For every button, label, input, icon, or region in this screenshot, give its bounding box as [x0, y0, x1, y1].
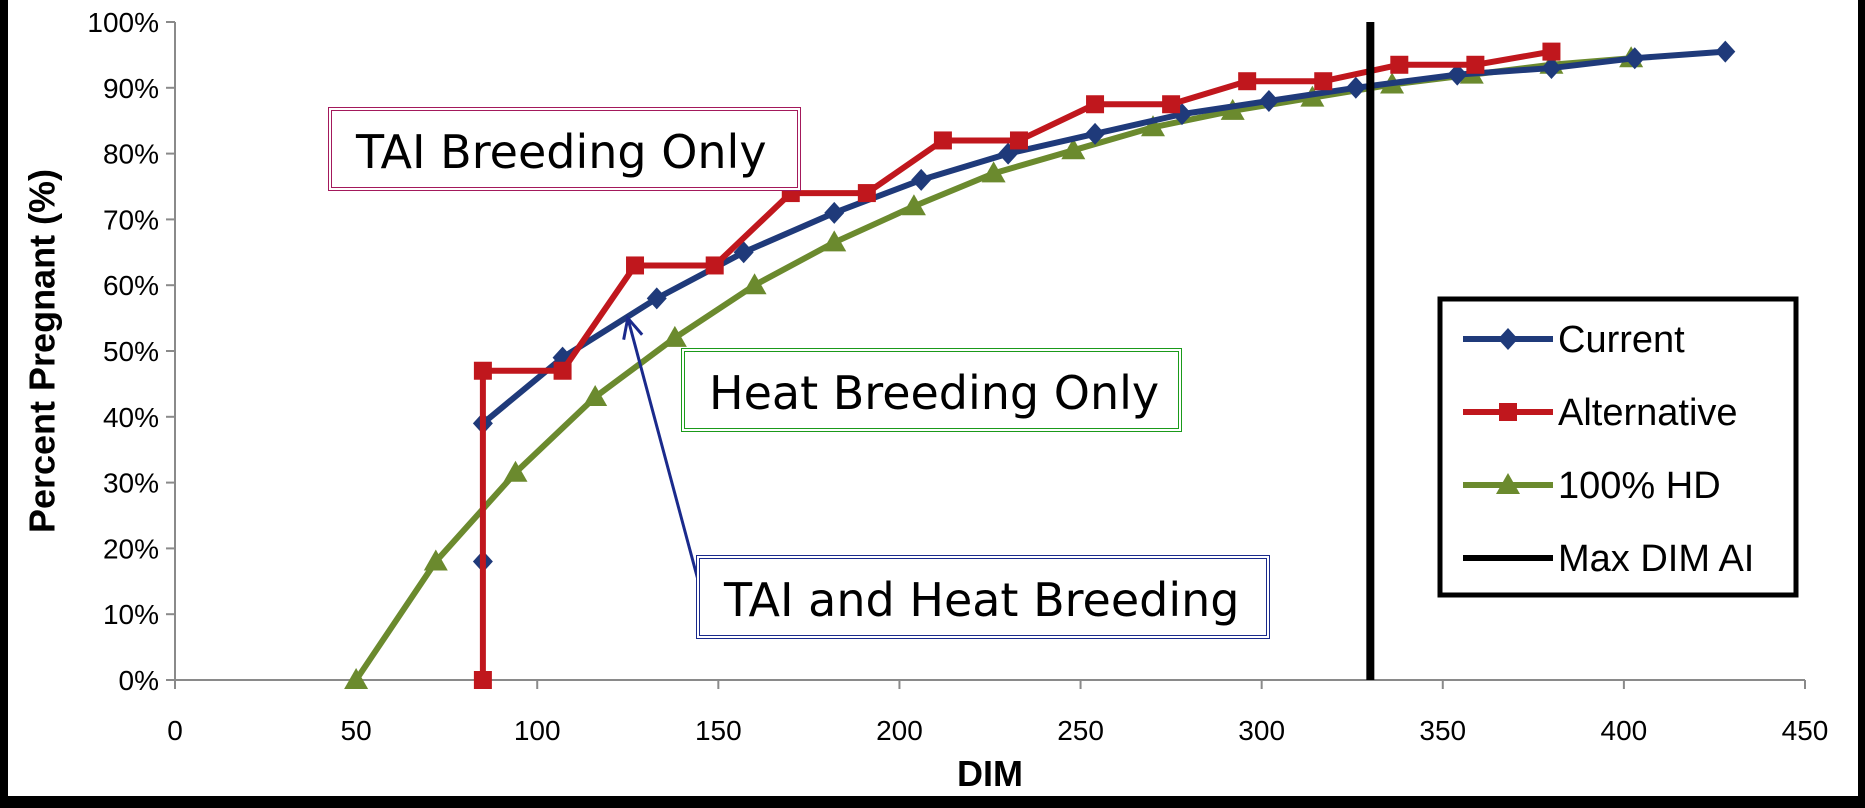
data-point-alternative	[1390, 55, 1409, 74]
legend-item-max-dim-ai: Max DIM AI	[1463, 538, 1754, 580]
data-point-current	[1258, 89, 1279, 112]
legend-box	[1437, 296, 1799, 598]
x-tick-label: 450	[1782, 715, 1829, 746]
data-point-alternative	[705, 256, 724, 275]
y-tick-label: 60%	[103, 270, 159, 301]
y-tick-label: 80%	[103, 139, 159, 170]
y-tick-label: 40%	[103, 402, 159, 433]
data-point-alternative	[1086, 95, 1105, 114]
x-tick-label: 300	[1238, 715, 1285, 746]
line-chart: 0% 10% 20% 30% 40% 50% 60% 70% 80% 90% 100% 0 50 100 1…	[22, 7, 1829, 794]
x-tick-label: 0	[167, 715, 183, 746]
y-tick-label: 100%	[87, 7, 159, 38]
callout-tai-and-heat-breeding: TAI and Heat Breeding	[696, 555, 1270, 639]
legend-item-current: Current	[1463, 319, 1685, 361]
data-point-alternative	[1466, 55, 1485, 74]
data-point-100-hd	[901, 194, 926, 216]
series-current	[472, 40, 1736, 573]
data-point-100-hd	[1061, 138, 1086, 160]
legend-marker-100-hd	[1496, 473, 1520, 494]
data-point-current	[646, 287, 667, 310]
data-point-100-hd	[662, 325, 687, 347]
y-tick-label: 30%	[103, 468, 159, 499]
legend-marker-alternative	[1499, 403, 1517, 421]
chart-panel: 0% 10% 20% 30% 40% 50% 60% 70% 80% 90% 100% 0 50 100 1…	[8, 0, 1858, 796]
data-point-alternative	[626, 256, 645, 275]
series-layer	[344, 22, 1736, 689]
data-point-100-hd	[583, 385, 608, 407]
legend-marker-current	[1498, 328, 1518, 350]
axes: 0% 10% 20% 30% 40% 50% 60% 70% 80% 90% 100% 0 50 100 1…	[87, 7, 1828, 746]
data-point-current	[1447, 63, 1468, 86]
data-point-100-hd	[822, 230, 847, 252]
data-point-alternative	[1009, 131, 1028, 150]
callout-tai-breeding-only: TAI Breeding Only	[328, 107, 801, 191]
legend: Current Alternative 100% HD Max DIM AI	[1437, 296, 1799, 598]
data-point-alternative	[1542, 42, 1561, 61]
x-tick-label: 400	[1601, 715, 1648, 746]
data-point-alternative	[553, 361, 572, 380]
data-point-100-hd	[344, 668, 369, 689]
data-point-100-hd	[1141, 115, 1165, 137]
y-tick-label: 10%	[103, 599, 159, 630]
data-point-current	[733, 241, 754, 264]
data-point-current	[911, 168, 932, 191]
annotation-arrows	[622, 314, 700, 581]
legend-label: 100% HD	[1558, 465, 1721, 507]
data-point-current	[1715, 40, 1736, 63]
data-point-100-hd	[423, 549, 448, 571]
x-axis-title: DIM	[957, 753, 1023, 794]
legend-item-100-hd: 100% HD	[1463, 465, 1721, 507]
annotation-arrow	[622, 314, 700, 581]
data-point-alternative	[857, 184, 876, 203]
data-point-current	[1624, 47, 1645, 70]
data-point-alternative	[1162, 95, 1181, 114]
legend-label: Max DIM AI	[1558, 538, 1754, 580]
data-point-alternative	[933, 131, 952, 150]
data-point-current	[824, 201, 845, 224]
data-point-100-hd	[981, 161, 1006, 183]
x-tick-label: 350	[1419, 715, 1466, 746]
data-point-100-hd	[742, 273, 767, 295]
x-tick-label: 250	[1057, 715, 1104, 746]
legend-item-alternative: Alternative	[1463, 392, 1738, 434]
data-point-alternative	[1238, 72, 1257, 91]
data-point-current	[1345, 76, 1366, 99]
y-tick-label: 20%	[103, 533, 159, 564]
series-line-alternative	[479, 48, 1552, 680]
data-point-current	[1085, 122, 1106, 145]
y-tick-label: 90%	[103, 73, 159, 104]
legend-label: Alternative	[1558, 392, 1738, 434]
data-point-alternative	[1314, 72, 1333, 91]
data-point-current	[1541, 57, 1562, 80]
series-alternative	[473, 42, 1561, 689]
y-tick-label: 70%	[103, 204, 159, 235]
callout-heat-breeding-only: Heat Breeding Only	[681, 348, 1182, 432]
y-tick-label: 50%	[103, 336, 159, 367]
data-point-alternative	[473, 671, 492, 689]
x-tick-label: 100	[514, 715, 561, 746]
y-tick-label: 0%	[119, 665, 159, 696]
y-axis-title: Percent Pregnant (%)	[22, 169, 63, 533]
data-point-100-hd	[503, 460, 528, 482]
x-tick-label: 150	[695, 715, 742, 746]
data-point-alternative	[473, 361, 492, 380]
x-tick-label: 50	[341, 715, 372, 746]
x-tick-label: 200	[876, 715, 923, 746]
legend-label: Current	[1558, 319, 1685, 361]
